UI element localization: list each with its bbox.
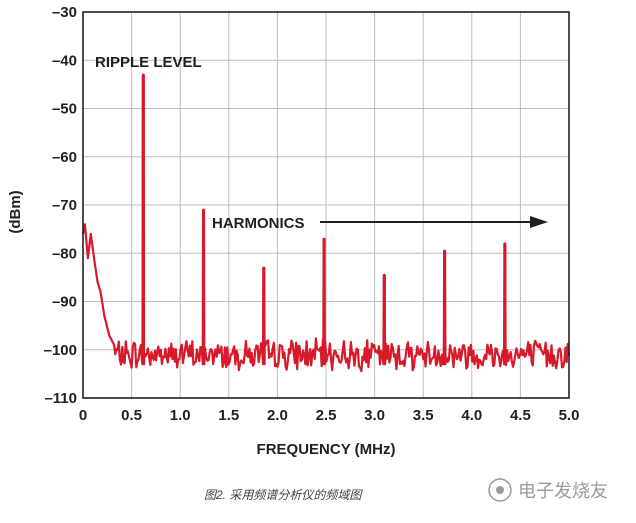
y-tick-label: –60 <box>52 149 77 166</box>
y-tick-label: –80 <box>52 245 77 262</box>
x-tick-label: 4.0 <box>461 407 482 424</box>
x-tick-label: 1.5 <box>218 407 239 424</box>
y-axis-label: (dBm) <box>7 190 24 233</box>
x-tick-label: 2.0 <box>267 407 288 424</box>
harmonics-arrow <box>320 216 548 228</box>
x-tick-label: 1.0 <box>170 407 191 424</box>
y-tick-label: –100 <box>44 342 77 359</box>
x-tick-label: 2.5 <box>316 407 337 424</box>
y-tick-label: –30 <box>52 4 77 21</box>
x-tick-label: 3.0 <box>364 407 385 424</box>
y-tick-label: –40 <box>52 52 77 69</box>
y-tick-label: –110 <box>44 390 77 407</box>
ripple-level-annotation: RIPPLE LEVEL <box>95 54 202 71</box>
harmonics-annotation: HARMONICS <box>212 215 305 232</box>
y-tick-label: –90 <box>52 294 77 311</box>
y-tick-label: –50 <box>52 101 77 118</box>
x-tick-label: 4.5 <box>510 407 531 424</box>
grid-lines <box>83 12 569 398</box>
figure-caption: 图2. 采用频谱分析仪的频域图 <box>204 488 363 502</box>
watermark-text: 电子发烧友 <box>518 481 608 501</box>
tick-labels: 0 0.5 1.0 1.5 2.0 2.5 3.0 3.5 4.0 4.5 5.0 –30 –40 –50… <box>44 4 580 424</box>
x-tick-label: 0.5 <box>121 407 142 424</box>
x-axis-label: FREQUENCY (MHz) <box>257 441 396 458</box>
spectrum-trace <box>81 73 571 373</box>
x-tick-label: 5.0 <box>559 407 580 424</box>
watermark-logo: 电子发烧友 <box>488 478 608 502</box>
x-tick-label: 3.5 <box>413 407 434 424</box>
y-tick-label: –70 <box>52 197 77 214</box>
plot-frame <box>82 11 570 399</box>
x-tick-label: 0 <box>79 407 87 424</box>
